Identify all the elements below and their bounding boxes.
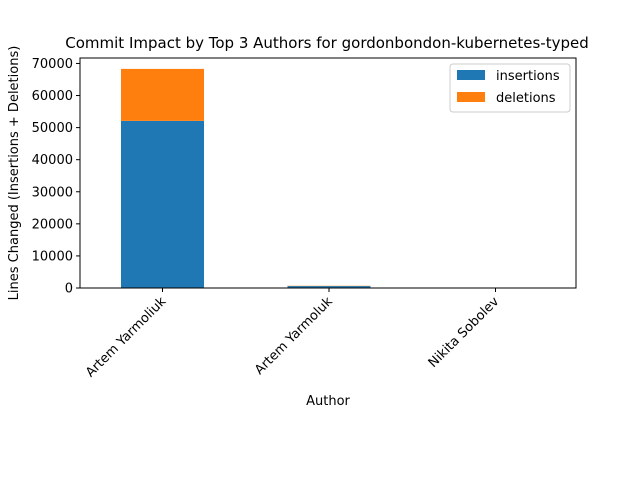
x-axis: Artem Yarmoliuk Artem Yarmoluk Nikita Sobo…	[83, 288, 503, 381]
chart-title: Commit Impact by Top 3 Authors for gordo…	[65, 34, 589, 52]
plot-frame	[79, 57, 577, 289]
y-tick-label: 40000	[32, 153, 73, 168]
y-axis-label: Lines Changed (Insertions + Deletions)	[7, 46, 22, 301]
x-tick-label: Artem Yarmoliuk	[83, 294, 170, 381]
legend-label-insertions: insertions	[496, 69, 560, 84]
y-tick-label: 30000	[32, 185, 73, 200]
x-tick-label: Artem Yarmoluk	[252, 294, 336, 378]
y-tick-label: 60000	[32, 89, 73, 104]
bar-deletions-0	[121, 68, 204, 121]
bars-group	[121, 68, 537, 289]
legend-swatch-insertions	[457, 70, 485, 80]
bar-insertions-0	[121, 120, 204, 289]
y-tick-label: 70000	[32, 57, 73, 72]
x-tick-label: Nikita Sobolev	[426, 294, 503, 371]
y-tick-label: 10000	[32, 249, 73, 264]
y-axis: 0 10000 20000 30000 40000 50000 60000 70000	[32, 57, 80, 297]
legend: insertions deletions	[449, 63, 571, 113]
legend-swatch-deletions	[457, 92, 485, 102]
y-tick-label: 0	[65, 282, 73, 297]
y-tick-label: 50000	[32, 121, 73, 136]
legend-label-deletions: deletions	[496, 91, 556, 106]
y-tick-label: 20000	[32, 217, 73, 232]
x-axis-label: Author	[306, 394, 350, 409]
bar-insertions-1	[287, 286, 371, 288]
